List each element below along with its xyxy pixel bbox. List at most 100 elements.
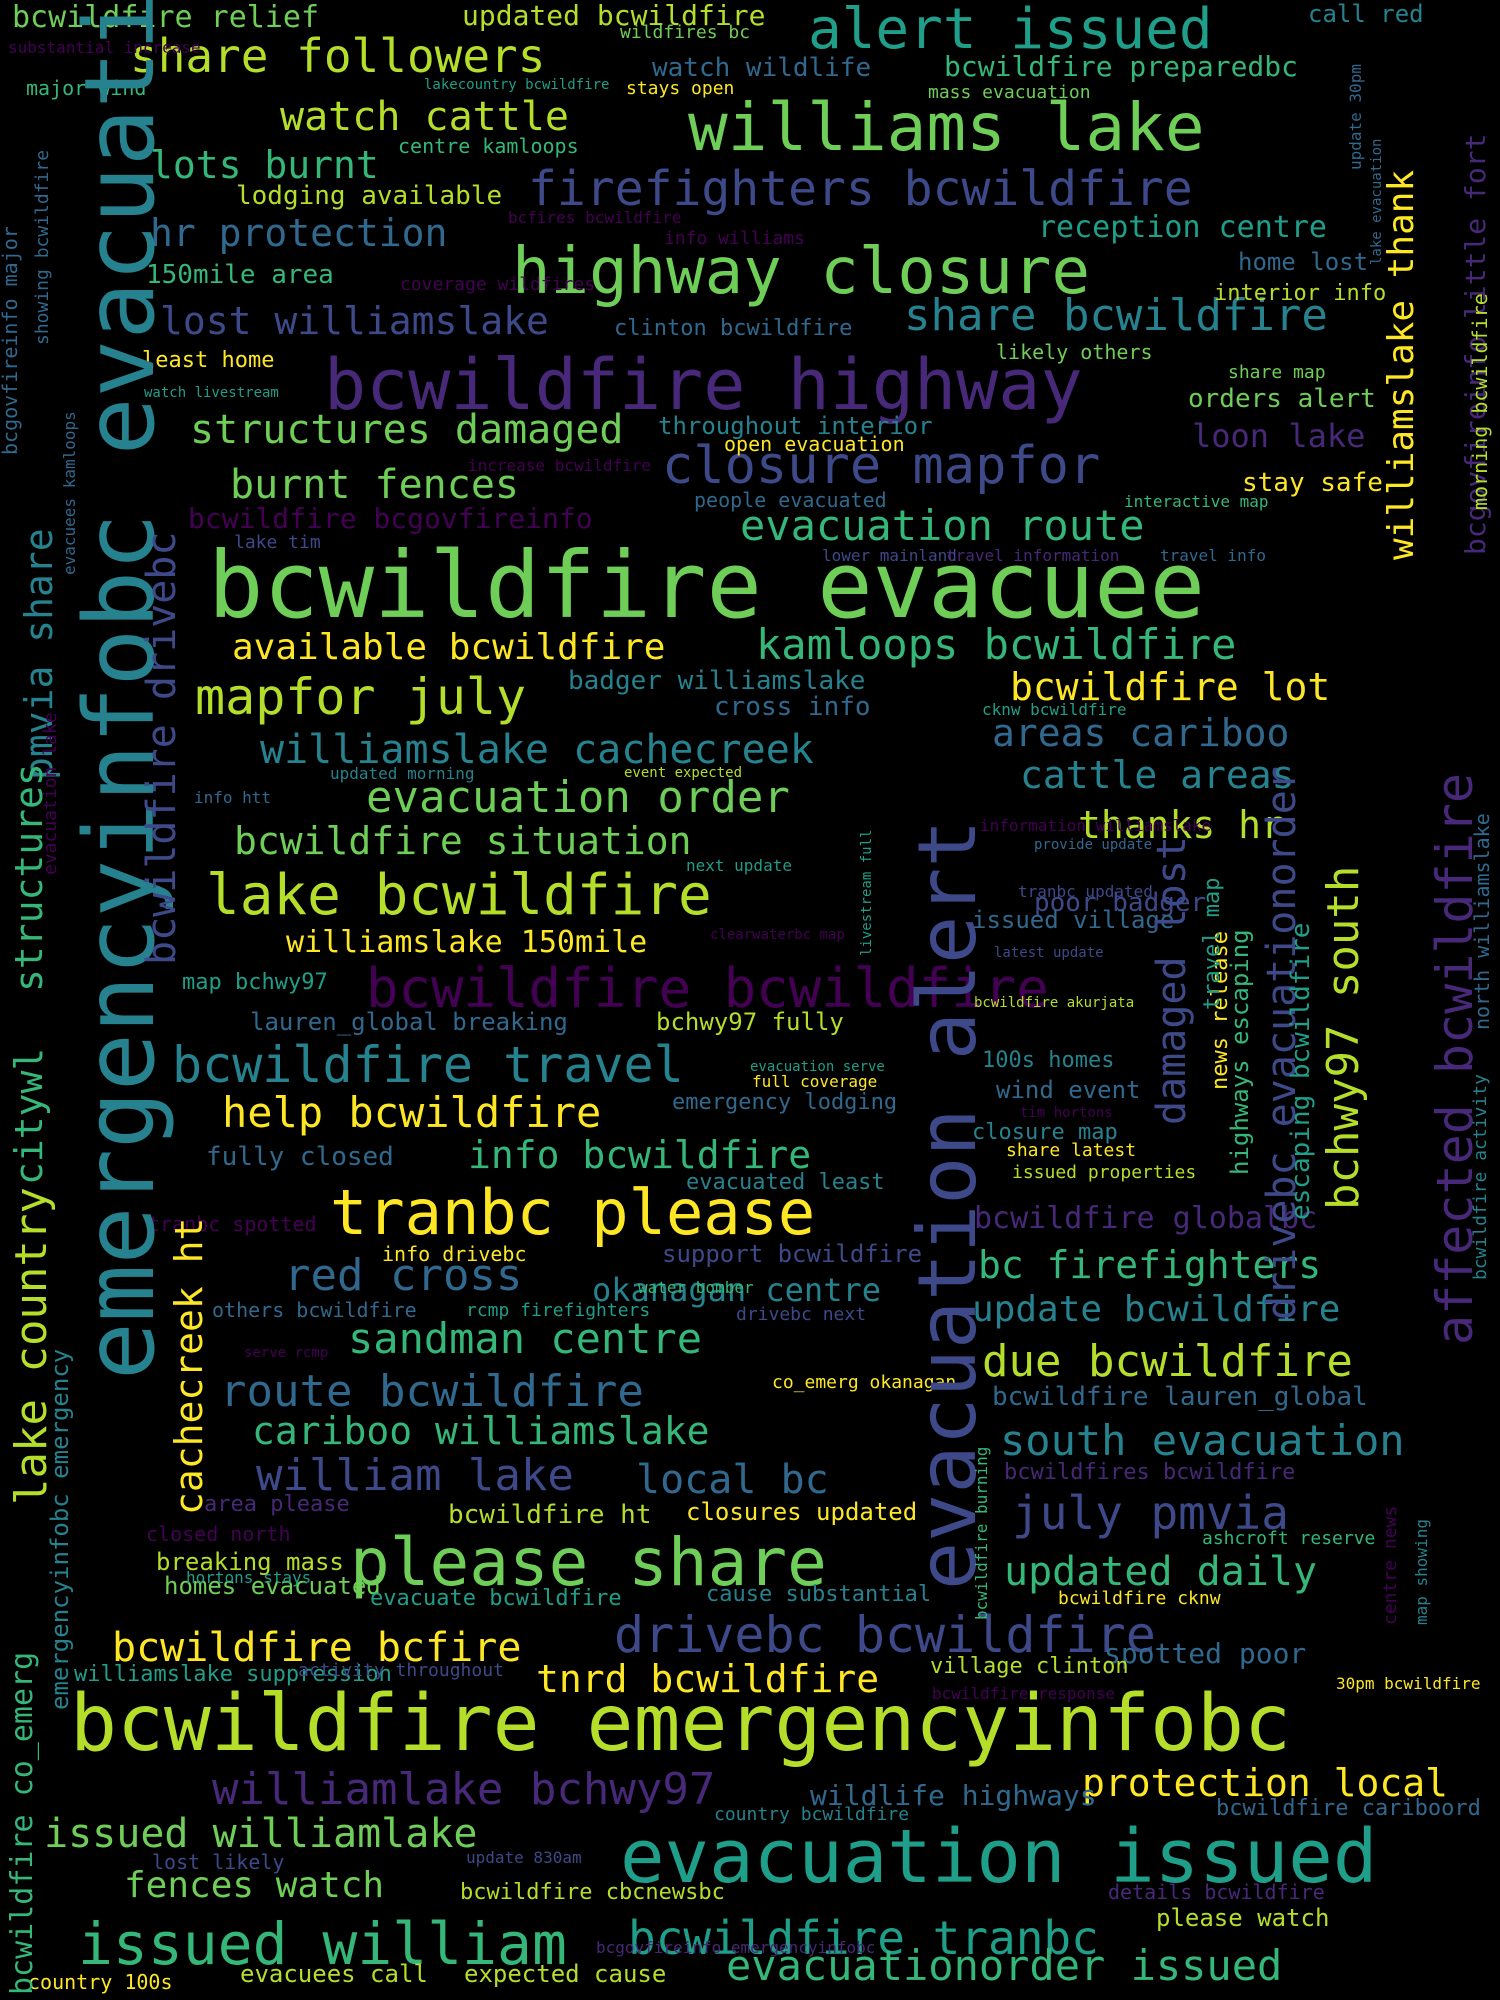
cloud-word: share latest	[1006, 1140, 1137, 1161]
cloud-word: throughout interior	[658, 412, 933, 440]
cloud-word: local bc	[636, 1457, 829, 1503]
cloud-word: stay safe	[1242, 468, 1383, 498]
cloud-word: share map	[1228, 362, 1326, 383]
cloud-word: cross info	[714, 692, 871, 722]
cloud-word: cause substantial	[706, 1582, 932, 1607]
cloud-word: country 100s	[28, 1970, 173, 1994]
cloud-word: next update	[686, 856, 792, 875]
cloud-word: updated daily	[1004, 1549, 1318, 1595]
cloud-word: ashcroft reserve	[1202, 1528, 1376, 1549]
cloud-word: mapfor july	[195, 668, 527, 726]
cloud-word: closure map	[972, 1120, 1118, 1145]
cloud-word: substantial increase	[8, 38, 201, 57]
cloud-word: bcwildfire cbcnewsbc	[460, 1880, 725, 1905]
cloud-word: bcwildfire tranbc	[628, 1911, 1099, 1965]
cloud-word: morning bcwildfire	[1468, 293, 1492, 510]
cloud-word: bchwy97 fully	[656, 1008, 844, 1036]
cloud-word: issued william	[78, 1910, 567, 1978]
cloud-word: williams lake	[688, 89, 1205, 166]
cloud-word: tranbc updated	[1018, 882, 1153, 901]
cloud-word: cachecreek ht	[167, 1217, 211, 1515]
cloud-word: latest update	[994, 945, 1104, 961]
cloud-word: evacuation serve	[750, 1059, 885, 1075]
cloud-word: william lake	[256, 1450, 574, 1501]
cloud-word: damaged lost	[1149, 836, 1195, 1125]
cloud-word: drivebc bcwildfire	[614, 1606, 1156, 1664]
cloud-word: sandman centre	[348, 1314, 703, 1363]
cloud-word: bcfires bcwildfire	[508, 208, 682, 227]
cloud-word: bcwildfire travel	[172, 1036, 684, 1094]
cloud-word: map showing	[1412, 1519, 1431, 1625]
cloud-word: please share	[350, 1524, 827, 1601]
cloud-word: others bcwildfire	[212, 1298, 417, 1322]
cloud-word: open evacuation	[724, 432, 905, 456]
cloud-word: fences watch	[124, 1865, 385, 1906]
cloud-word: map bchwy97	[182, 970, 328, 995]
cloud-word: major wind	[26, 76, 147, 100]
cloud-word: watch wildlife	[652, 53, 872, 83]
cloud-word: bcwildfire situation	[234, 819, 692, 863]
cloud-word: kamloops bcwildfire	[756, 620, 1237, 669]
cloud-word: firefighters bcwildfire	[528, 161, 1193, 217]
cloud-word: williamslake suppression	[74, 1662, 392, 1687]
cloud-word: area please	[204, 1492, 350, 1517]
cloud-word: burnt fences	[230, 462, 519, 508]
cloud-word: updated morning	[330, 764, 475, 783]
cloud-word: due bcwildfire	[982, 1336, 1353, 1387]
cloud-word: please watch	[1156, 1904, 1330, 1932]
cloud-word: watch cattle	[280, 94, 569, 140]
cloud-word: lauren_global breaking	[250, 1008, 568, 1036]
cloud-word: activity throughout	[298, 1660, 504, 1681]
cloud-word: wildfires bc	[620, 22, 751, 43]
cloud-word: lost williamslake	[160, 299, 549, 343]
cloud-word: bcwildfire cknw	[1058, 1588, 1221, 1609]
cloud-word: least home	[142, 348, 275, 373]
cloud-word: info bcwildfire	[468, 1133, 812, 1177]
cloud-word: issued village	[972, 906, 1175, 934]
cloud-word: red cross	[284, 1250, 523, 1301]
cloud-word: wildlife highways	[810, 1779, 1097, 1812]
cloud-word: bcwildfire lot	[1010, 665, 1331, 709]
cloud-word: village clinton	[930, 1654, 1129, 1679]
cloud-word: evacuation route	[740, 501, 1145, 550]
cloud-word: escaping bcwildfire	[1286, 922, 1316, 1220]
cloud-word: bcwildfire evacuee	[208, 532, 1205, 639]
cloud-word: travel map	[1200, 877, 1225, 1010]
cloud-word: travel info	[1160, 546, 1266, 565]
cloud-word: cknw bcwildfire	[982, 700, 1127, 719]
cloud-word: protection local	[1082, 1761, 1449, 1805]
cloud-word: clinton bcwildfire	[614, 316, 853, 341]
cloud-word: event expected	[624, 765, 743, 781]
cloud-word: people evacuated	[694, 488, 887, 512]
cloud-word: coverage wildfires	[400, 274, 596, 295]
cloud-word: bcwildfires bcwildfire	[1004, 1460, 1296, 1485]
cloud-word: bcwildfire bcfire	[112, 1625, 522, 1671]
cloud-word: highway closure	[512, 235, 1090, 309]
cloud-word: bcwildfire lauren_global	[992, 1382, 1368, 1412]
cloud-word: loon lake	[1192, 417, 1366, 455]
cloud-word: information williamslake	[980, 816, 1212, 835]
cloud-word: bcgovfireinfo major	[0, 226, 22, 455]
cloud-word: lake evacuation	[1369, 138, 1385, 265]
cloud-word: stays open	[626, 78, 735, 99]
cloud-word: lower mainland	[822, 546, 957, 565]
cloud-word: livestream full	[859, 829, 875, 956]
cloud-word: williamslake cachecreek	[260, 727, 814, 773]
cloud-word: call red	[1308, 0, 1424, 28]
cloud-word: bcwildfire highway	[324, 344, 1083, 426]
cloud-word: info htt	[194, 788, 272, 807]
cloud-word: bcwildfire akurjata	[974, 995, 1135, 1011]
cloud-word: cariboo williamslake	[252, 1409, 710, 1453]
cloud-word: home lost	[1238, 248, 1369, 276]
cloud-word: bchwy97 south	[1318, 865, 1369, 1210]
cloud-word: increase bcwildfire	[468, 456, 652, 475]
cloud-word: reception centre	[1038, 210, 1327, 245]
cloud-word: mass evacuation	[928, 82, 1091, 103]
cloud-word: share followers	[130, 29, 546, 83]
cloud-word: evacuated least	[686, 1170, 885, 1195]
cloud-word: south evacuation	[1000, 1416, 1405, 1465]
cloud-word: support bcwildfire	[662, 1240, 923, 1268]
cloud-word: thanks hr	[1078, 803, 1284, 847]
cloud-word: serve rcmp	[244, 1345, 329, 1361]
cloud-word: bcwildfire drivebc	[139, 531, 185, 965]
